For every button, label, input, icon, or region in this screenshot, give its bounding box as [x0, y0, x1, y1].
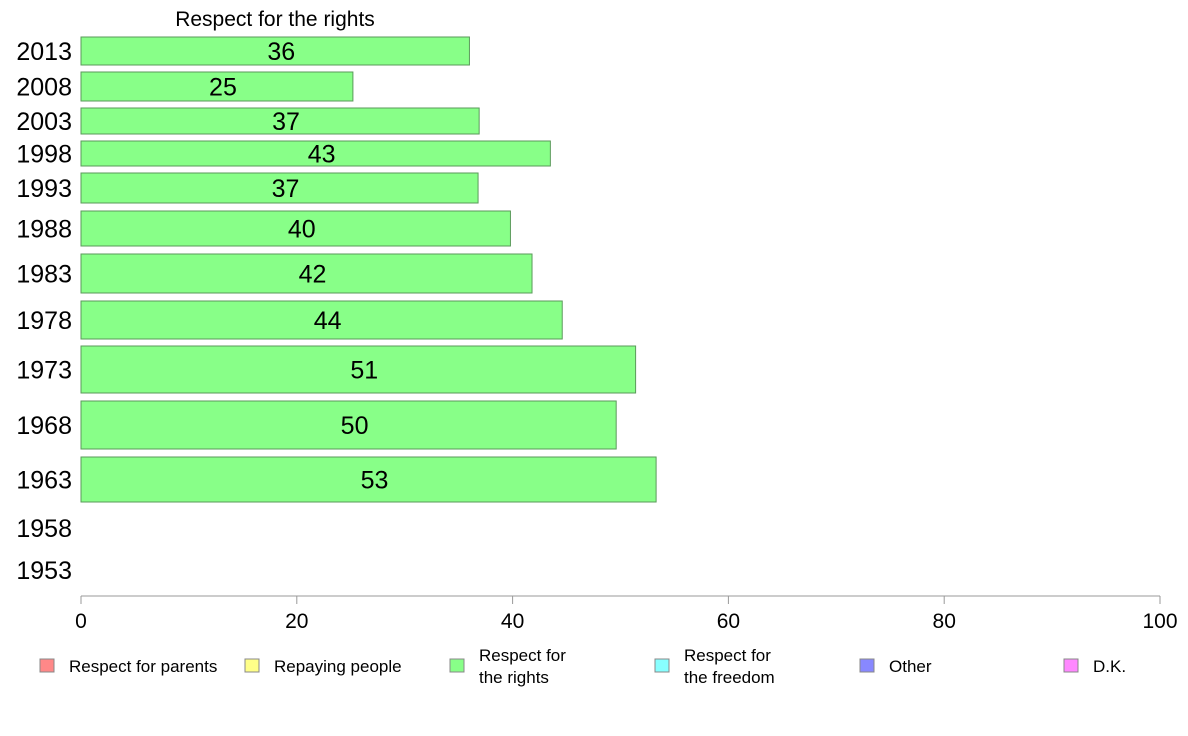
- year-label-1963: 1963: [16, 467, 72, 495]
- year-label-1968: 1968: [16, 412, 72, 440]
- bar-1993: [80, 172, 479, 204]
- bar-value-2013: 36: [267, 38, 295, 66]
- legend-swatch-4: [859, 658, 875, 673]
- legend-label-2-line-0: Respect for: [479, 646, 566, 665]
- x-axis: 0 20 40 60 80 100: [75, 595, 1178, 633]
- bar-1983: [80, 253, 533, 294]
- bar-value-1968: 50: [341, 412, 369, 440]
- bar-value-1973: 51: [350, 357, 378, 385]
- legend-label-0: Respect for parents: [69, 657, 217, 676]
- bar-value-1983: 42: [299, 261, 327, 289]
- chart-title: Respect for the rights: [175, 8, 375, 31]
- legend: Respect for parents Repaying people Respec…: [39, 646, 1126, 687]
- year-label-1973: 1973: [16, 357, 72, 385]
- year-label-1953: 1953: [16, 557, 72, 585]
- bar-1973: [80, 345, 637, 394]
- year-labels-group: 2013 2008 2003 1998 1993 1988 1983 1978 1973 1968…: [16, 38, 72, 585]
- year-label-1978: 1978: [16, 307, 72, 335]
- x-tick-label-0: 0: [75, 610, 87, 633]
- year-label-2003: 2003: [16, 108, 72, 136]
- year-label-2008: 2008: [16, 74, 72, 102]
- bar-value-1963: 53: [361, 467, 389, 495]
- x-tick-label-80: 80: [933, 610, 956, 633]
- legend-label-3-line-0: Respect for: [684, 646, 771, 665]
- bar-1963: [80, 456, 657, 503]
- bar-2008: [80, 71, 354, 102]
- year-label-1983: 1983: [16, 261, 72, 289]
- x-tick-label-100: 100: [1142, 610, 1177, 633]
- year-label-2013: 2013: [16, 38, 72, 66]
- bar-value-2003: 37: [272, 108, 300, 136]
- x-tick-label-60: 60: [717, 610, 740, 633]
- x-tick-label-40: 40: [501, 610, 524, 633]
- bar-value-1998: 43: [308, 141, 336, 169]
- bar-1978: [80, 300, 563, 340]
- legend-swatch-1: [244, 658, 260, 673]
- bar-2003: [80, 107, 480, 135]
- legend-label-3-line-1: the freedom: [684, 668, 775, 687]
- bar-value-1988: 40: [288, 216, 316, 244]
- legend-label-4: Other: [889, 657, 932, 676]
- year-label-1998: 1998: [16, 141, 72, 169]
- legend-swatch-0: [39, 658, 55, 673]
- year-label-1993: 1993: [16, 175, 72, 203]
- bar-2013: [80, 36, 470, 66]
- x-tick-label-20: 20: [285, 610, 308, 633]
- bar-value-1978: 44: [314, 307, 342, 335]
- year-label-1988: 1988: [16, 216, 72, 244]
- bar-1988: [80, 210, 511, 247]
- legend-swatch-3: [654, 658, 670, 673]
- year-label-1958: 1958: [16, 515, 72, 543]
- bar-1968: [80, 400, 617, 450]
- legend-label-1: Repaying people: [274, 657, 402, 676]
- bar-value-1993: 37: [272, 175, 300, 203]
- bars-group: 36 25 37 43 37 40 42 44 51 50 53: [80, 36, 657, 503]
- legend-label-2-line-1: the rights: [479, 668, 549, 687]
- bar-1998: [80, 140, 551, 167]
- bar-value-2008: 25: [209, 74, 237, 102]
- legend-swatch-2: [449, 658, 465, 673]
- legend-label-5: D.K.: [1093, 657, 1126, 676]
- legend-swatch-5: [1063, 658, 1079, 673]
